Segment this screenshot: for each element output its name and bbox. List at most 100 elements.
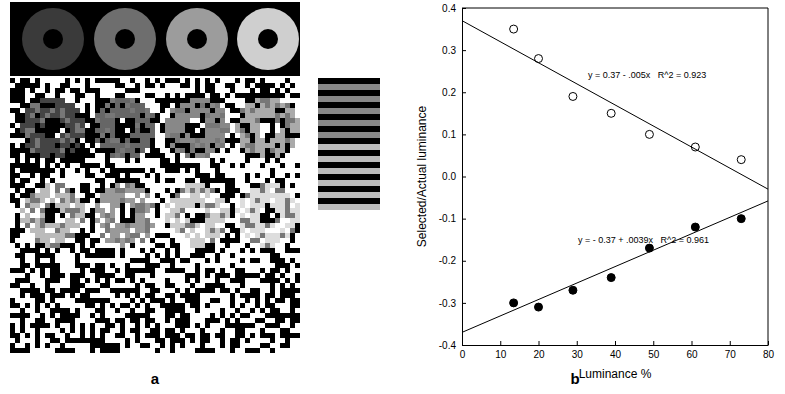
texture-cell: [195, 218, 200, 223]
texture-cell: [175, 103, 180, 108]
texture-cell: [95, 223, 100, 228]
texture-cell: [135, 128, 140, 133]
texture-cell: [75, 218, 80, 223]
texture-cell: [255, 83, 260, 88]
texture-cell: [240, 83, 245, 88]
texture-cell: [170, 108, 175, 113]
texture-cell: [70, 223, 75, 228]
texture-cell: [135, 193, 140, 198]
texture-cell: [10, 128, 15, 133]
texture-cell: [165, 153, 170, 158]
texture-cell: [240, 203, 245, 208]
texture-cell: [180, 153, 185, 158]
texture-cell: [265, 228, 270, 233]
texture-cell: [220, 118, 225, 123]
texture-cell: [180, 228, 185, 233]
texture-cell: [260, 128, 265, 133]
texture-cell: [290, 208, 295, 213]
texture-cell: [260, 138, 265, 143]
texture-cell: [80, 183, 85, 188]
texture-cell: [175, 238, 180, 243]
texture-cell: [170, 213, 175, 218]
texture-cell: [160, 193, 165, 198]
texture-cell: [130, 228, 135, 233]
texture-cell: [25, 248, 30, 253]
texture-cell: [45, 108, 50, 113]
texture-cell: [230, 238, 235, 243]
texture-cell: [145, 213, 150, 218]
texture-cell: [85, 178, 90, 183]
texture-cell: [55, 108, 60, 113]
texture-cell: [280, 218, 285, 223]
texture-cell: [140, 208, 145, 213]
texture-cell: [60, 93, 65, 98]
texture-cell: [290, 103, 295, 108]
texture-cell: [85, 138, 90, 143]
texture-cell: [265, 233, 270, 238]
texture-cell: [175, 158, 180, 163]
texture-cell: [180, 178, 185, 183]
texture-cell: [130, 153, 135, 158]
texture-cell: [85, 233, 90, 238]
texture-cell: [85, 168, 90, 173]
texture-cell: [295, 193, 300, 198]
texture-cell: [290, 233, 295, 238]
texture-cell: [80, 153, 85, 158]
texture-cell: [55, 153, 60, 158]
texture-cell: [70, 138, 75, 143]
texture-cell: [225, 143, 230, 148]
texture-cell: [140, 218, 145, 223]
texture-cell: [290, 88, 295, 93]
texture-cell: [110, 83, 115, 88]
texture-cell: [120, 123, 125, 128]
texture-cell: [140, 243, 145, 248]
texture-cell: [265, 213, 270, 218]
texture-cell: [60, 143, 65, 148]
texture-cell: [220, 193, 225, 198]
texture-cell: [15, 98, 20, 103]
texture-cell: [140, 113, 145, 118]
texture-cell: [275, 78, 280, 83]
texture-cell: [115, 233, 120, 238]
texture-cell: [150, 123, 155, 128]
texture-cell: [260, 178, 265, 183]
texture-cell: [25, 173, 30, 178]
texture-cell: [215, 173, 220, 178]
texture-cell: [90, 98, 95, 103]
texture-cell: [25, 148, 30, 153]
texture-cell: [85, 188, 90, 193]
texture-cell: [155, 128, 160, 133]
texture-cell: [140, 78, 145, 83]
texture-cell: [170, 88, 175, 93]
texture-cell: [280, 93, 285, 98]
texture-cell: [125, 108, 130, 113]
texture-cell: [30, 188, 35, 193]
texture-cell: [125, 138, 130, 143]
texture-cell: [45, 218, 50, 223]
texture-cell: [80, 228, 85, 233]
texture-cell: [270, 78, 275, 83]
texture-cell: [65, 133, 70, 138]
texture-cell: [75, 178, 80, 183]
texture-cell: [10, 153, 15, 158]
texture-cell: [155, 93, 160, 98]
texture-cell: [220, 233, 225, 238]
texture-cell: [285, 233, 290, 238]
texture-cell: [125, 153, 130, 158]
texture-cell: [125, 113, 130, 118]
texture-cell: [260, 163, 265, 168]
texture-cell: [185, 213, 190, 218]
texture-cell: [95, 163, 100, 168]
texture-cell: [185, 223, 190, 228]
texture-cell: [155, 228, 160, 233]
texture-cell: [195, 103, 200, 108]
texture-cell: [20, 188, 25, 193]
texture-cell: [250, 143, 255, 148]
texture-cell: [260, 243, 265, 248]
texture-cell: [150, 223, 155, 228]
texture-cell: [100, 138, 105, 143]
texture-cell: [260, 213, 265, 218]
texture-cell: [100, 193, 105, 198]
texture-cell: [45, 113, 50, 118]
texture-cell: [55, 148, 60, 153]
